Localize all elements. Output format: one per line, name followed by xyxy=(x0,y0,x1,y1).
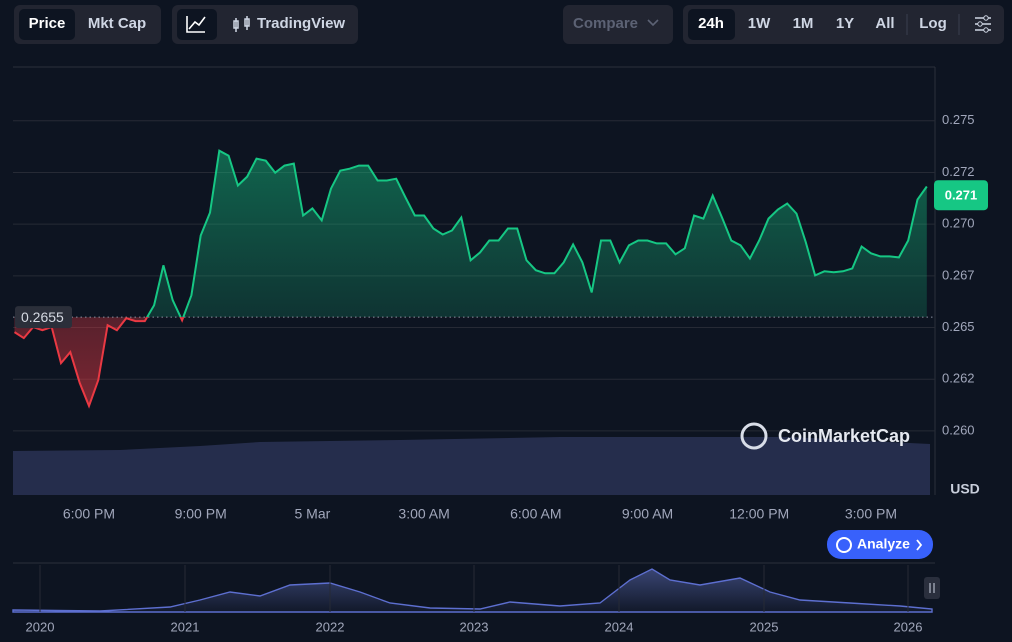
y-unit: USD xyxy=(950,481,980,497)
x-tick-label: 5 Mar xyxy=(294,506,330,522)
x-tick-label: 3:00 PM xyxy=(845,506,897,522)
price-label: Price xyxy=(29,15,66,32)
compare-label: Compare xyxy=(573,15,638,32)
y-tick-label: 0.270 xyxy=(942,216,975,231)
year-label: 2020 xyxy=(26,619,55,634)
compare-button[interactable] xyxy=(563,5,673,44)
line-button[interactable] xyxy=(177,9,217,40)
watermark: CoinMarketCap xyxy=(778,426,910,446)
area-down xyxy=(14,317,927,406)
x-tick-label: 6:00 AM xyxy=(510,506,561,522)
analyze-label: Analyze xyxy=(857,536,910,552)
y-tick-label: 0.267 xyxy=(942,267,975,282)
volume-band xyxy=(13,437,930,495)
x-tick-label: 6:00 PM xyxy=(63,506,115,522)
watermark-logo xyxy=(740,422,768,450)
line-icon xyxy=(186,16,206,33)
y-tick-label: 0.265 xyxy=(942,319,975,334)
analyze-icon xyxy=(836,537,852,553)
plot: 0.2655 xyxy=(13,149,935,409)
current-price-label: 0.271 xyxy=(945,188,978,203)
x-tick-label: 9:00 PM xyxy=(175,506,227,522)
mkt-cap-button[interactable]: Mkt Cap xyxy=(88,15,146,32)
log-button[interactable]: Log xyxy=(919,15,947,32)
year-label: 2026 xyxy=(894,619,923,634)
area-up xyxy=(147,150,927,318)
year-label: 2022 xyxy=(316,619,345,634)
x-tick-label: 9:00 AM xyxy=(622,506,673,522)
range-active xyxy=(688,9,735,40)
x-tick-label: 12:00 PM xyxy=(729,506,789,522)
chevron xyxy=(647,19,659,27)
range-group xyxy=(683,5,1004,44)
settings-knob xyxy=(977,21,983,27)
settings-knob xyxy=(983,15,989,21)
settings-knob xyxy=(983,27,989,33)
year-label: 2023 xyxy=(460,619,489,634)
range-button[interactable]: 1W xyxy=(748,15,771,32)
analyze-chevron xyxy=(916,539,923,551)
range-button[interactable]: 1M xyxy=(793,15,814,32)
tradingview-button[interactable]: TradingView xyxy=(257,15,345,32)
overview-years: 2020 2021 2022 2023 2024 2025 2026 xyxy=(26,565,923,634)
price-button[interactable] xyxy=(19,9,75,40)
analyze-button[interactable] xyxy=(827,530,933,559)
price-line xyxy=(125,149,928,318)
current-price-tag xyxy=(934,180,988,211)
y-tick-label: 0.262 xyxy=(942,371,975,386)
overview-line xyxy=(12,568,933,613)
y-tick-label: 0.275 xyxy=(942,112,975,127)
year-label: 2021 xyxy=(171,619,200,634)
candle-icon xyxy=(233,16,250,32)
year-label: 2025 xyxy=(750,619,779,634)
year-label: 2024 xyxy=(605,619,634,634)
range-button[interactable]: All xyxy=(875,15,894,32)
y-tick-label: 0.272 xyxy=(942,164,975,179)
range-button[interactable]: 24h xyxy=(698,15,724,32)
x-tick-label: 3:00 AM xyxy=(398,506,449,522)
chart-style-group xyxy=(172,5,358,44)
baseline-tag xyxy=(15,306,72,329)
y-tick-label: 0.260 xyxy=(942,422,975,437)
range-button[interactable]: 1Y xyxy=(836,15,854,32)
overview-handle[interactable] xyxy=(924,577,940,599)
baseline-label: 0.2655 xyxy=(21,309,64,325)
